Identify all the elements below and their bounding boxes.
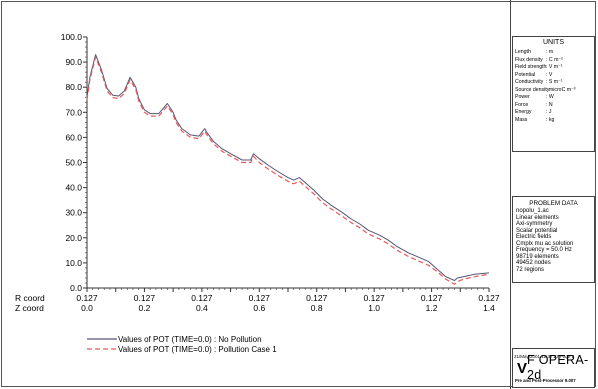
unit-row: Energy : J bbox=[515, 109, 576, 117]
problem-data-lines: nopolu_1.ac Linear elements Axi-symmetry Sc… bbox=[516, 208, 573, 273]
r-coord-tick-label: 0.127 bbox=[191, 293, 213, 303]
problem-data-line: Cmplx mu ac solution bbox=[516, 240, 574, 247]
opera-stamp-panel: 21/May/2001 12:37:27 Page 3 V F OPERA-2d… bbox=[512, 348, 595, 388]
problem-data-line: Frequency = 50.0 Hz bbox=[516, 247, 572, 254]
unit-value: : S m⁻¹ bbox=[546, 79, 563, 85]
problem-data-line: 49452 nodes bbox=[516, 260, 551, 267]
legend-label: Values of POT (TIME=0.0) : Pollution Cas… bbox=[118, 345, 277, 354]
z-coord-tick-label: 1.0 bbox=[368, 303, 380, 313]
unit-row: Field strength: V m⁻¹ bbox=[515, 64, 576, 72]
unit-value: : J bbox=[546, 109, 552, 115]
units-list: Length: m Flux density: C m⁻² Field streng… bbox=[515, 49, 576, 124]
r-coord-tick-label: 0.127 bbox=[76, 293, 98, 303]
unit-row: Potential : V bbox=[515, 72, 576, 80]
problem-data-line: Linear elements bbox=[516, 214, 559, 221]
problem-data-line: 98719 elements bbox=[516, 253, 559, 260]
unit-value: : N bbox=[546, 101, 553, 108]
unit-row: Length : m bbox=[515, 49, 576, 57]
unit-name: Conductivity bbox=[515, 79, 544, 85]
chart-series bbox=[86, 54, 490, 285]
r-coord-tick-label: 0.127 bbox=[478, 293, 500, 303]
problem-data-line: 72 regions bbox=[516, 266, 545, 273]
unit-row: Flux density: C m⁻² bbox=[515, 57, 576, 65]
opera-logo-mark: V bbox=[517, 359, 528, 377]
z-coord-tick-label: 0.6 bbox=[253, 303, 265, 313]
unit-name: Potential bbox=[515, 71, 536, 78]
y-tick-label: 60.0 bbox=[65, 132, 82, 142]
unit-row: Force : N bbox=[515, 102, 576, 110]
y-tick-label: 70.0 bbox=[65, 107, 82, 117]
units-panel: UNITS Length: m Flux density: C m⁻² Field … bbox=[512, 36, 595, 152]
unit-name: Length bbox=[515, 49, 531, 55]
problem-data-line: Scalar potential bbox=[516, 227, 558, 234]
problem-data-line: Electric fields bbox=[516, 234, 552, 241]
unit-name: Flux density bbox=[515, 56, 543, 63]
x-axis-ticks: 0.1270.00.1270.20.1270.40.1270.60.1270.8… bbox=[15, 288, 500, 313]
y-tick-label: 100.0 bbox=[61, 32, 83, 42]
unit-value: : W bbox=[546, 94, 554, 100]
problem-data-line: nopolu_1.ac bbox=[516, 208, 549, 214]
y-tick-label: 10.0 bbox=[65, 258, 82, 268]
r-coord-tick-label: 0.127 bbox=[306, 293, 328, 303]
unit-name: Power bbox=[515, 94, 530, 100]
z-coord-tick-label: 0.0 bbox=[81, 303, 93, 313]
legend-label: Values of POT (TIME=0.0) : No Pollution bbox=[118, 335, 262, 344]
unit-row: Conductivity: S m⁻¹ bbox=[515, 79, 576, 87]
r-coord-axis-label: R coord bbox=[15, 293, 45, 303]
unit-value: : V bbox=[546, 71, 553, 78]
z-coord-tick-label: 1.2 bbox=[426, 303, 438, 313]
z-coord-axis-label: Z coord bbox=[15, 303, 44, 313]
problem-data-title: PROBLEM DATA bbox=[529, 200, 578, 207]
opera-logo-subtitle: Pre and Post-Processor 9.007 bbox=[515, 378, 576, 383]
y-tick-label: 90.0 bbox=[65, 57, 82, 67]
problem-data-panel: PROBLEM DATA nopolu_1.ac Linear elements A… bbox=[512, 196, 595, 283]
unit-value: : V m⁻¹ bbox=[546, 64, 563, 70]
chart-legend: Values of POT (TIME=0.0) : No PollutionV… bbox=[87, 335, 277, 354]
unit-value: : m bbox=[546, 49, 554, 55]
y-tick-label: 30.0 bbox=[65, 208, 82, 218]
z-coord-tick-label: 1.4 bbox=[483, 303, 495, 313]
y-tick-label: 80.0 bbox=[65, 82, 82, 92]
unit-name: Force bbox=[515, 101, 529, 108]
unit-row: Power : W bbox=[515, 94, 576, 102]
y-tick-label: 20.0 bbox=[65, 233, 82, 243]
z-coord-tick-label: 0.8 bbox=[311, 303, 323, 313]
unit-row: Mass : kg bbox=[515, 117, 576, 125]
y-tick-label: 50.0 bbox=[65, 158, 82, 168]
r-coord-tick-label: 0.127 bbox=[134, 293, 156, 303]
r-coord-tick-label: 0.127 bbox=[421, 293, 443, 303]
r-coord-tick-label: 0.127 bbox=[364, 293, 386, 303]
series-line-no-pollution bbox=[86, 54, 490, 281]
opera-logo-text: F OPERA-2d bbox=[527, 353, 589, 382]
unit-name: Mass bbox=[515, 116, 528, 123]
problem-data-line: Axi-symmetry bbox=[516, 221, 553, 228]
z-coord-tick-label: 0.2 bbox=[139, 303, 151, 313]
r-coord-tick-label: 0.127 bbox=[249, 293, 271, 303]
side-divider bbox=[510, 0, 511, 389]
unit-value: : kg bbox=[546, 116, 555, 123]
y-tick-label: 0.0 bbox=[70, 283, 82, 293]
chart-axes bbox=[86, 37, 489, 289]
unit-name: Field strength bbox=[515, 64, 547, 70]
unit-value: : C m⁻² bbox=[546, 56, 563, 63]
unit-name: Source density bbox=[515, 86, 550, 93]
unit-value: : microC m⁻³ bbox=[546, 86, 576, 93]
opera-logo: V F OPERA-2d bbox=[517, 353, 594, 382]
z-coord-tick-label: 0.4 bbox=[196, 303, 208, 313]
stamp-date: 21/May/2001 12:37:27 Page 3 bbox=[514, 354, 575, 359]
y-axis-ticks: 0.0 10.0 20.0 30.0 40.0 50.0 60.0 70.0 80.0 90.0 1… bbox=[61, 32, 87, 293]
y-tick-label: 40.0 bbox=[65, 183, 82, 193]
unit-row: Source density: microC m⁻³ bbox=[515, 87, 576, 95]
unit-name: Energy bbox=[515, 109, 532, 115]
units-title: UNITS bbox=[543, 39, 564, 46]
series-line-pollution-case-1 bbox=[86, 56, 490, 285]
